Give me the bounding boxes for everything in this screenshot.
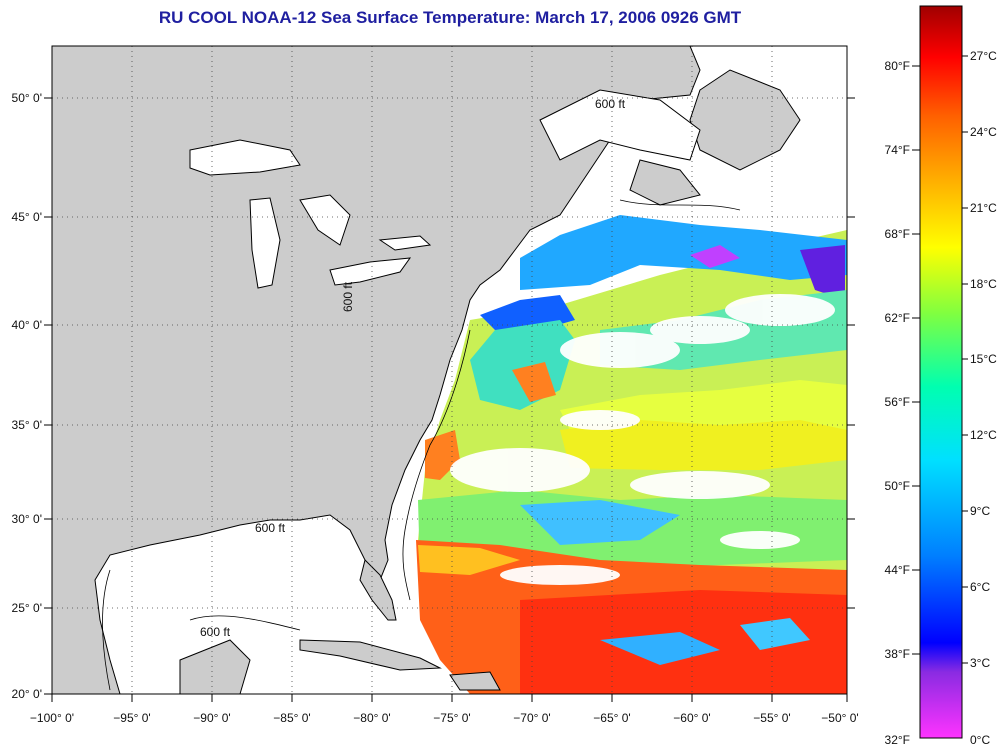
lon-label: −60° 0'	[673, 711, 710, 725]
lat-label: 45° 0'	[12, 210, 42, 224]
lat-label: 25° 0'	[12, 601, 42, 615]
colorbar-ticks	[912, 55, 968, 664]
colorbar-f-label: 50°F	[885, 479, 910, 493]
colorbar-c-label: 24°C	[970, 125, 997, 139]
latitude-axis: 50° 0' 45° 0' 40° 0' 35° 0' 30° 0' 25° 0…	[12, 91, 42, 701]
lon-label: −65° 0'	[593, 711, 630, 725]
contour-label: 600 ft	[341, 281, 355, 312]
lon-label: −95° 0'	[113, 711, 150, 725]
lon-label: −70° 0'	[513, 711, 550, 725]
longitude-axis: −100° 0' −95° 0' −90° 0' −85° 0' −80° 0'…	[30, 711, 859, 725]
great-lakes	[189, 139, 432, 289]
colorbar-f-label: 44°F	[885, 563, 910, 577]
colorbar-f-label: 38°F	[885, 647, 910, 661]
lat-label: 30° 0'	[12, 512, 42, 526]
lon-label: −90° 0'	[193, 711, 230, 725]
colorbar-c-label: 21°C	[970, 201, 997, 215]
land-mass	[52, 46, 801, 694]
lat-label: 35° 0'	[12, 418, 42, 432]
cloud-mask	[450, 294, 835, 585]
colorbar-c-label: 0°C	[970, 733, 990, 747]
colorbar-f-label: 62°F	[885, 311, 910, 325]
colorbar-c-label: 9°C	[970, 504, 990, 518]
colorbar-c-label: 6°C	[970, 580, 990, 594]
colorbar-c-label: 3°C	[970, 656, 990, 670]
colorbar-f-label: 80°F	[885, 59, 910, 73]
colorbar-gradient	[919, 5, 963, 739]
gulf-st-lawrence	[539, 89, 701, 161]
axis-ticks	[44, 97, 855, 702]
lon-label: −80° 0'	[353, 711, 390, 725]
lon-label: −55° 0'	[753, 711, 790, 725]
colorbar-c-label: 12°C	[970, 428, 997, 442]
colorbar-f-label: 56°F	[885, 395, 910, 409]
colorbar-f-label: 68°F	[885, 227, 910, 241]
lat-label: 40° 0'	[12, 318, 42, 332]
colorbar-c-label: 15°C	[970, 352, 997, 366]
contour-label: 600 ft	[255, 521, 286, 535]
lon-label: −50° 0'	[821, 711, 858, 725]
lat-label: 50° 0'	[12, 91, 42, 105]
lon-label: −85° 0'	[273, 711, 310, 725]
lon-label: −100° 0'	[30, 711, 74, 725]
colorbar-c-label: 18°C	[970, 277, 997, 291]
colorbar-f-label: 74°F	[885, 143, 910, 157]
contour-label: 600 ft	[200, 625, 231, 639]
depth-contour	[102, 199, 741, 691]
colorbar: 80°F 74°F 68°F 62°F 56°F 50°F 44°F 38°F …	[885, 5, 997, 747]
lat-label: 20° 0'	[12, 687, 42, 701]
map-title: RU COOL NOAA-12 Sea Surface Temperature:…	[158, 8, 742, 27]
contour-label: 600 ft	[595, 97, 626, 111]
plot-frame	[51, 45, 848, 695]
graticule	[52, 46, 847, 694]
colorbar-f-label: 32°F	[885, 733, 910, 747]
lon-label: −75° 0'	[433, 711, 470, 725]
colorbar-c-label: 27°C	[970, 49, 997, 63]
